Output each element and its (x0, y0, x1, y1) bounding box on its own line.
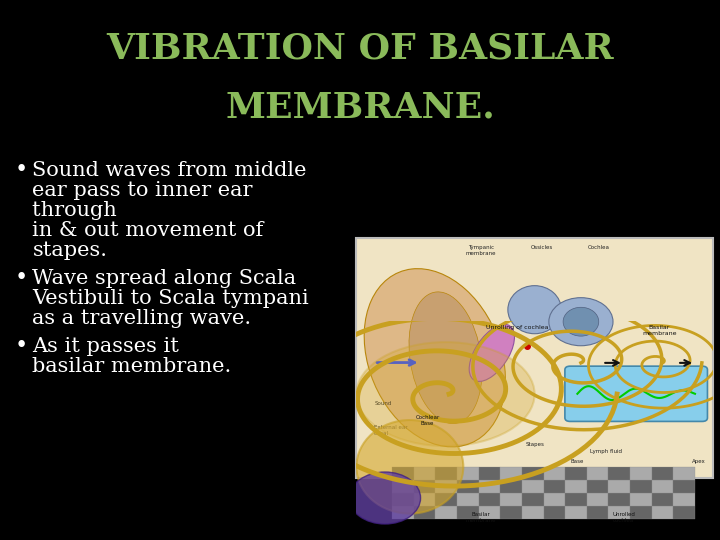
Text: ear pass to inner ear: ear pass to inner ear (32, 180, 253, 200)
Text: •: • (14, 159, 27, 181)
Bar (587, 480, 608, 493)
Bar (608, 467, 630, 480)
Text: through: through (32, 200, 124, 220)
Text: MEMBRANE.: MEMBRANE. (225, 91, 495, 125)
Text: Cochlea: Cochlea (588, 245, 610, 250)
Bar (479, 506, 500, 519)
Bar (522, 480, 544, 493)
Text: Sound waves from middle: Sound waves from middle (32, 160, 307, 180)
Bar (565, 467, 587, 480)
Text: VIBRATION OF BASILAR: VIBRATION OF BASILAR (106, 32, 614, 65)
Text: Base: Base (571, 458, 584, 464)
Bar (414, 467, 436, 480)
Text: Vestibuli to Scala tympani: Vestibuli to Scala tympani (32, 288, 309, 308)
Bar (608, 493, 630, 506)
Bar (436, 480, 457, 493)
Text: Tympanic
membrane: Tympanic membrane (466, 245, 496, 255)
Ellipse shape (356, 342, 534, 446)
Bar (608, 506, 630, 519)
Bar (630, 480, 652, 493)
Bar (500, 493, 522, 506)
Text: Wave spread along Scala: Wave spread along Scala (32, 268, 297, 288)
Text: Basilar
membrane: Basilar membrane (466, 512, 496, 523)
Bar (587, 493, 608, 506)
Bar (652, 467, 673, 480)
Bar (652, 493, 673, 506)
Ellipse shape (508, 286, 562, 334)
Bar (652, 506, 673, 519)
Bar (392, 467, 414, 480)
Text: in & out movement of: in & out movement of (32, 221, 264, 240)
Bar (608, 480, 630, 493)
Bar (565, 480, 587, 493)
Bar (565, 493, 587, 506)
Bar (673, 480, 695, 493)
Text: Basilar membrane: Basilar membrane (598, 471, 649, 476)
Bar (414, 506, 436, 519)
Text: External ear
canal: External ear canal (374, 425, 408, 436)
Ellipse shape (364, 269, 505, 447)
Ellipse shape (356, 420, 464, 514)
Bar (457, 506, 479, 519)
Text: Unrolling of cochlea: Unrolling of cochlea (485, 326, 548, 330)
Bar (392, 480, 414, 493)
Ellipse shape (409, 292, 482, 423)
Text: •: • (14, 267, 27, 289)
Bar (457, 480, 479, 493)
Ellipse shape (469, 325, 515, 381)
Bar (587, 506, 608, 519)
Ellipse shape (349, 472, 420, 524)
Bar (436, 467, 457, 480)
Bar (652, 480, 673, 493)
Bar (500, 467, 522, 480)
Bar (479, 493, 500, 506)
Text: basilar membrane.: basilar membrane. (32, 356, 232, 376)
Bar (565, 506, 587, 519)
Bar (673, 493, 695, 506)
Bar (544, 467, 565, 480)
Bar (479, 467, 500, 480)
Text: Stapes: Stapes (525, 442, 544, 447)
Bar (479, 480, 500, 493)
Bar (587, 467, 608, 480)
Ellipse shape (549, 298, 613, 346)
Text: as a travelling wave.: as a travelling wave. (32, 308, 251, 328)
Bar (522, 506, 544, 519)
Bar (457, 493, 479, 506)
Bar (414, 493, 436, 506)
Bar (630, 493, 652, 506)
Bar (673, 506, 695, 519)
FancyBboxPatch shape (356, 238, 713, 478)
Bar (673, 467, 695, 480)
Bar (436, 493, 457, 506)
Text: •: • (14, 335, 27, 357)
Text: As it passes it: As it passes it (32, 336, 186, 356)
Bar (522, 493, 544, 506)
Bar (544, 480, 565, 493)
Text: Apex: Apex (692, 458, 706, 464)
Bar (630, 467, 652, 480)
Bar (392, 493, 414, 506)
Bar (544, 493, 565, 506)
Text: Lymph fluid: Lymph fluid (590, 449, 622, 454)
Text: Ossicles: Ossicles (531, 245, 553, 250)
Text: Cochlear
Base: Cochlear Base (415, 415, 440, 426)
Text: stapes.: stapes. (32, 241, 107, 260)
Text: Sound: Sound (374, 401, 392, 406)
Text: Basilar
membrane: Basilar membrane (642, 326, 677, 336)
Bar (630, 506, 652, 519)
Text: Unrolled
cochlea: Unrolled cochlea (612, 512, 635, 523)
Bar (522, 467, 544, 480)
Bar (392, 506, 414, 519)
Bar (500, 480, 522, 493)
Bar (436, 506, 457, 519)
Bar (457, 467, 479, 480)
FancyBboxPatch shape (565, 366, 708, 421)
Bar (414, 480, 436, 493)
Bar (500, 506, 522, 519)
Ellipse shape (563, 307, 599, 336)
Bar (544, 506, 565, 519)
